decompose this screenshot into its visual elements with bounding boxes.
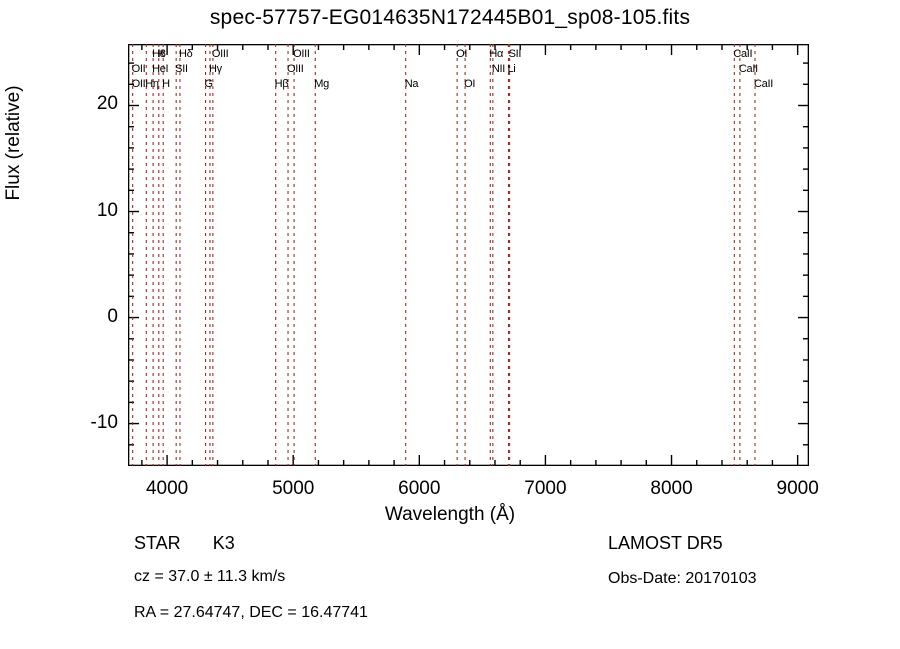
line-label: SII xyxy=(508,48,522,60)
y-tick-label: 0 xyxy=(107,305,118,327)
spectrum-svg xyxy=(128,44,809,466)
line-label: Li xyxy=(507,63,516,75)
line-label: HeI xyxy=(152,63,169,75)
line-label: OI xyxy=(464,78,476,90)
line-label: Hη xyxy=(145,78,159,90)
x-tick-label: 5000 xyxy=(272,478,315,499)
x-axis-label: Wavelength (Å) xyxy=(384,504,516,525)
line-label: Hδ xyxy=(178,48,193,60)
x-tick-label: 9000 xyxy=(776,478,819,499)
y-tick-label: 20 xyxy=(96,93,118,115)
x-tick-label: 4000 xyxy=(145,478,189,499)
line-label: OI xyxy=(456,48,468,60)
y-axis-label: Flux (relative) xyxy=(3,85,24,201)
line-label: H xyxy=(162,78,170,90)
line-label: Hα xyxy=(489,48,504,60)
line-label: CaII xyxy=(754,78,773,90)
line-label: OII xyxy=(131,63,146,75)
line-label: OIII xyxy=(287,63,304,75)
page-title: spec-57757-EG014635N172445B01_sp08-105.f… xyxy=(209,6,691,29)
object-type: STAR xyxy=(134,533,181,553)
x-tick-label: 8000 xyxy=(650,478,693,499)
line-label: CaII xyxy=(733,48,753,60)
line-label: SII xyxy=(175,63,188,75)
line-label: CaII xyxy=(738,63,758,75)
line-label: Hγ xyxy=(208,63,222,75)
coordinates: RA = 27.64747, DEC = 16.47741 xyxy=(134,604,368,621)
observation-date: Obs-Date: 20170103 xyxy=(608,570,757,587)
x-tick-label: 6000 xyxy=(398,478,441,499)
x-tick-label: 7000 xyxy=(524,478,567,499)
y-tick-label: 10 xyxy=(96,199,118,221)
line-label: NII xyxy=(491,63,505,75)
line-label: H8 xyxy=(152,48,166,60)
object-type-and-class: STAR K3 xyxy=(134,533,235,554)
y-tick-label: -10 xyxy=(90,411,118,433)
line-label: K xyxy=(157,48,165,60)
line-label: Hβ xyxy=(274,78,289,90)
line-label: OII xyxy=(131,78,146,90)
line-label: Na xyxy=(404,78,419,90)
spectrum-plot xyxy=(128,44,809,466)
line-label: G xyxy=(204,78,214,90)
spectral-class: K3 xyxy=(212,533,235,553)
redshift-velocity: cz = 37.0 ± 11.3 km/s xyxy=(134,568,286,585)
line-label: OIII xyxy=(211,48,229,60)
line-label: OIII xyxy=(293,48,310,60)
line-label: Mg xyxy=(314,78,329,90)
survey-name: LAMOST DR5 xyxy=(608,533,723,553)
